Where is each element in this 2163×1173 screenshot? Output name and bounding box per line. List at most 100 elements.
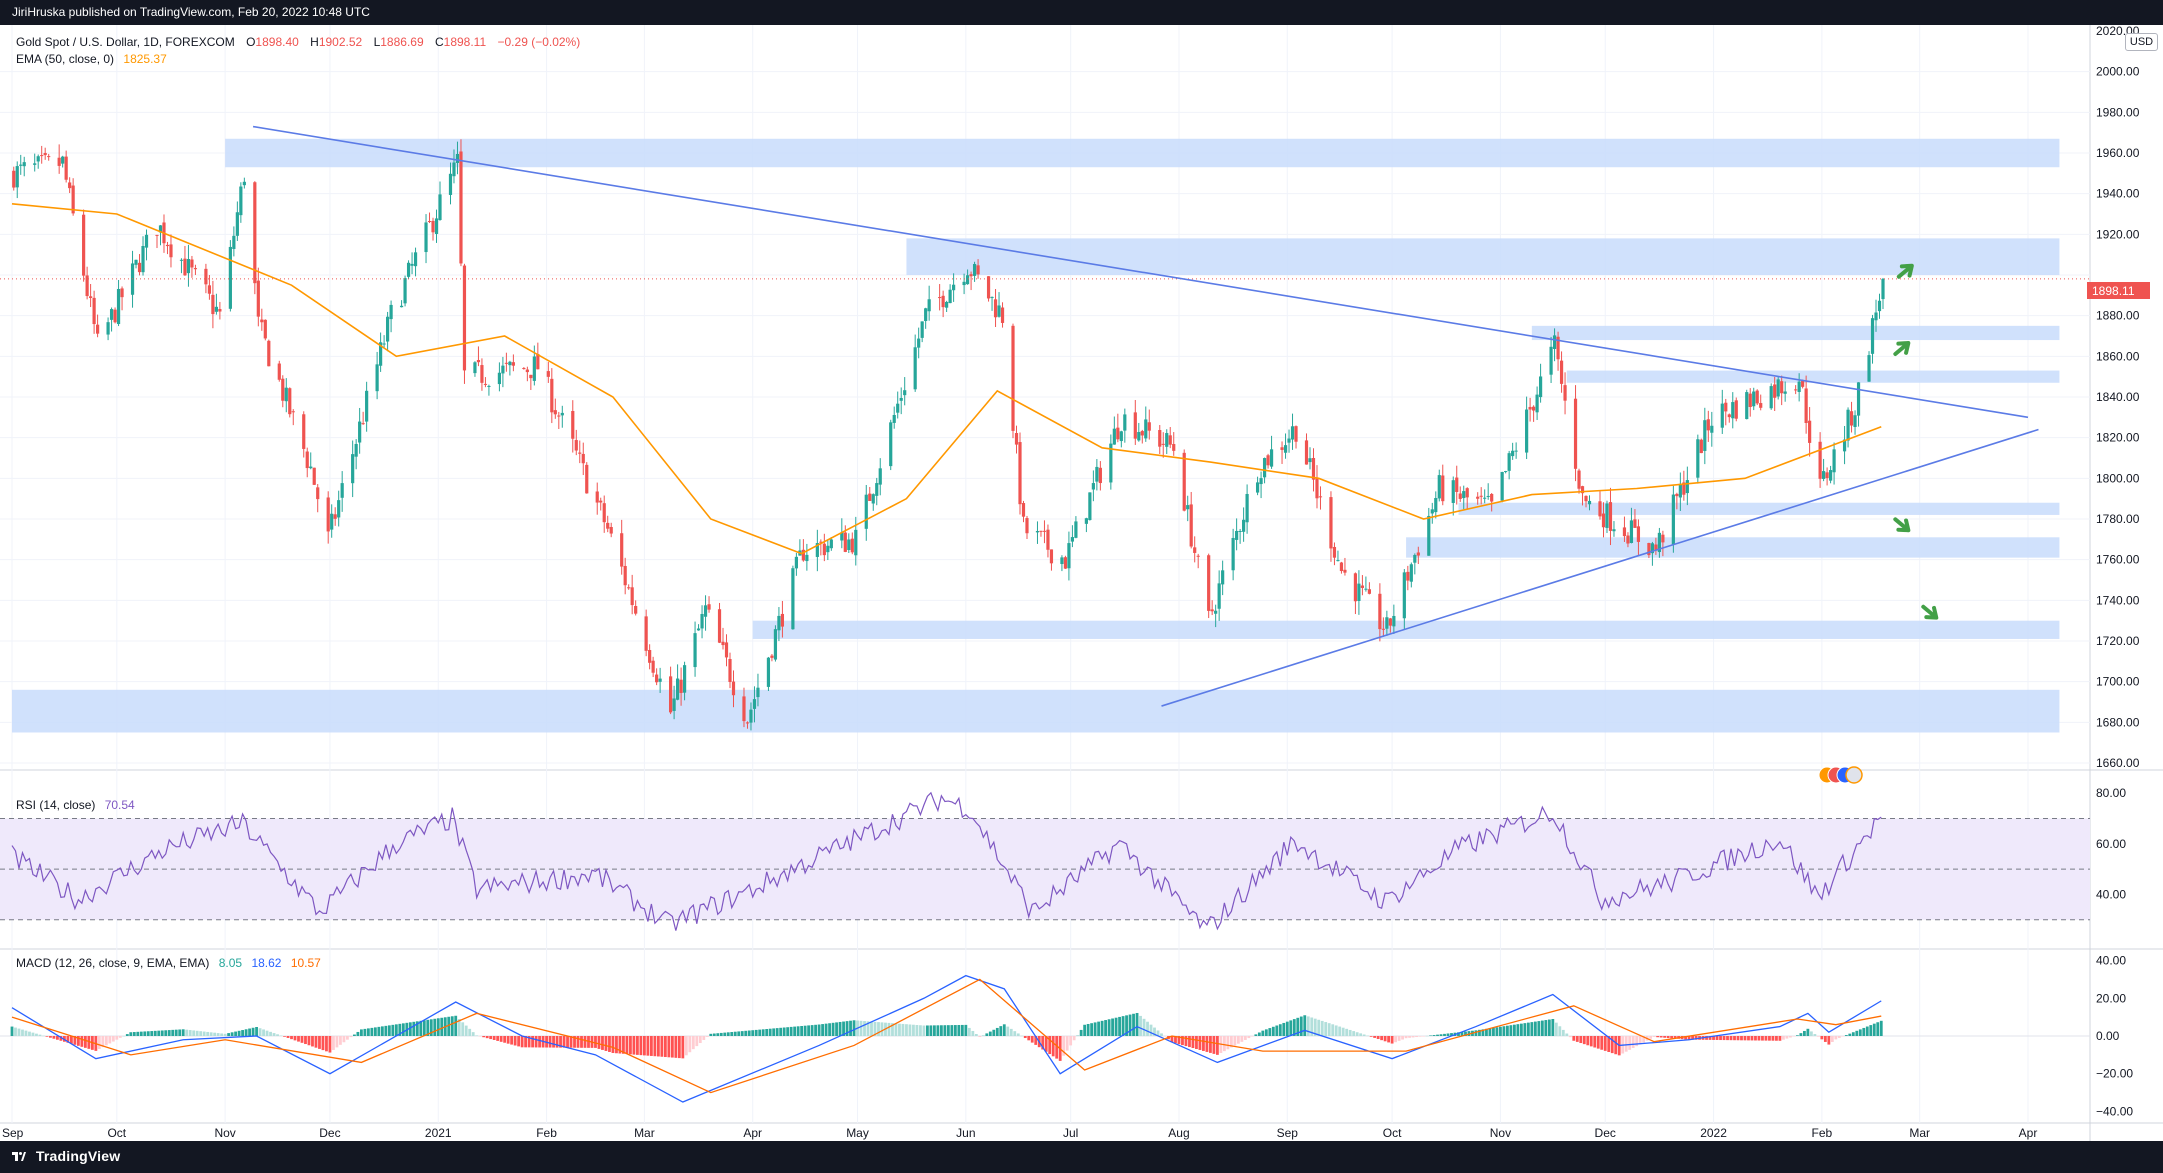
macd-histogram-bar [1373,1036,1377,1038]
macd-tick-label: 20.00 [2096,991,2126,1005]
candle-body [1193,547,1197,553]
candle-body [1042,530,1047,532]
macd-histogram-bar [821,1024,824,1036]
price-tick-label: 1760.00 [2096,553,2140,567]
currency-badge[interactable]: USD [2125,33,2158,51]
macd-histogram-bar [576,1036,580,1048]
chart-area[interactable]: 2020.002000.001980.001960.001940.001920.… [0,25,2163,1141]
candle-body [571,410,575,439]
macd-histogram-bar [146,1031,150,1036]
candle-body [1682,482,1686,495]
macd-histogram-bar [1317,1019,1321,1036]
macd-histogram-bar [1733,1036,1736,1041]
macd-histogram-bar [1051,1036,1055,1057]
candle-body [1413,554,1417,563]
macd-histogram-bar [160,1030,164,1036]
candle-body [1849,411,1854,426]
macd-histogram-bar [426,1019,430,1036]
macd-histogram-bar [1813,1034,1817,1036]
macd-histogram-bar [506,1036,510,1044]
candle-body [606,522,610,529]
time-axis-label: Mar [634,1126,655,1140]
candle-body [1406,571,1410,581]
candle-body [1773,384,1777,398]
macd-histogram-bar [1516,1024,1520,1036]
candle-body [1507,453,1511,471]
event-flags[interactable] [1818,766,1863,784]
legend-macd-value: 18.62 [251,956,281,970]
macd-histogram-bar [1495,1027,1499,1036]
macd-histogram-bar [321,1036,325,1051]
macd-histogram-bar [1086,1023,1090,1036]
macd-histogram-bar [45,1036,49,1037]
candle-body [452,162,456,177]
macd-histogram-bar [1691,1036,1694,1040]
macd-histogram-bar [709,1033,713,1036]
macd-histogram-bar [1202,1036,1205,1051]
candle-body [1573,398,1578,469]
candle-body [1654,544,1658,551]
candle-body [1842,439,1847,452]
macd-histogram-bar [1257,1032,1261,1036]
macd-histogram-bar [688,1036,692,1053]
macd-histogram-bar [1076,1035,1080,1036]
candle-body [1000,307,1005,323]
macd-histogram-bar [1184,1036,1188,1047]
macd-histogram-bar [272,1033,276,1036]
candle-body [1207,555,1211,611]
macd-histogram-bar [1415,1036,1418,1038]
time-axis-label: Mar [1909,1126,1930,1140]
macd-histogram-bar [394,1024,398,1036]
candle-body [1776,379,1780,397]
candle-body [679,679,683,693]
macd-histogram-bar [262,1029,265,1036]
macd-histogram-bar [1806,1028,1810,1036]
macd-histogram-bar [1065,1036,1069,1051]
candle-body [1794,389,1798,391]
macd-histogram-bar [478,1036,482,1037]
candle-body [1123,414,1127,431]
macd-histogram-bar [24,1030,28,1036]
macd-histogram-bar [1457,1032,1460,1036]
tradingview-logo[interactable]: TradingView [12,1148,120,1164]
candle-body [1699,439,1703,454]
macd-histogram-bar [1586,1036,1590,1046]
macd-histogram-bar [1478,1029,1481,1036]
price-tick-label: 1800.00 [2096,471,2140,485]
macd-histogram-bar [1209,1036,1212,1053]
macd-histogram-bar [849,1020,852,1036]
macd-histogram-bar [702,1036,706,1040]
legend-high-value: 1902.52 [319,35,363,49]
macd-histogram-bar [1352,1031,1356,1036]
macd-histogram-bar [1205,1036,1209,1052]
candle-body [1269,449,1274,467]
macd-histogram-bar [1568,1036,1572,1038]
macd-histogram-bar [1359,1033,1363,1036]
macd-histogram-bar [1823,1036,1827,1042]
macd-histogram-bar [59,1036,63,1041]
macd-histogram-bar [1743,1036,1747,1041]
candle-body [239,186,243,216]
legend-close-value: 1898.11 [444,35,487,49]
candle-body [669,676,673,713]
us-flag-icon[interactable] [1845,766,1863,784]
macd-histogram-bar [1282,1022,1286,1036]
macd-histogram-bar [838,1021,842,1036]
candle-body [1710,425,1714,433]
macd-histogram-bar [349,1036,353,1038]
candle-body [260,319,264,323]
macd-histogram-bar [580,1036,583,1048]
rsi-pane [0,791,2090,931]
macd-histogram-bar [604,1036,608,1051]
candle-body [12,170,16,188]
candle-body [1500,472,1504,501]
candle-body [609,527,613,534]
candle-body [302,414,306,449]
candle-body [1098,467,1102,484]
candle-body [1161,443,1165,445]
macd-histogram-bar [1747,1036,1750,1041]
candle-body [1311,457,1316,480]
macd-histogram-bar [842,1021,845,1036]
macd-histogram-bar [1610,1036,1614,1054]
candle-body [92,297,96,325]
